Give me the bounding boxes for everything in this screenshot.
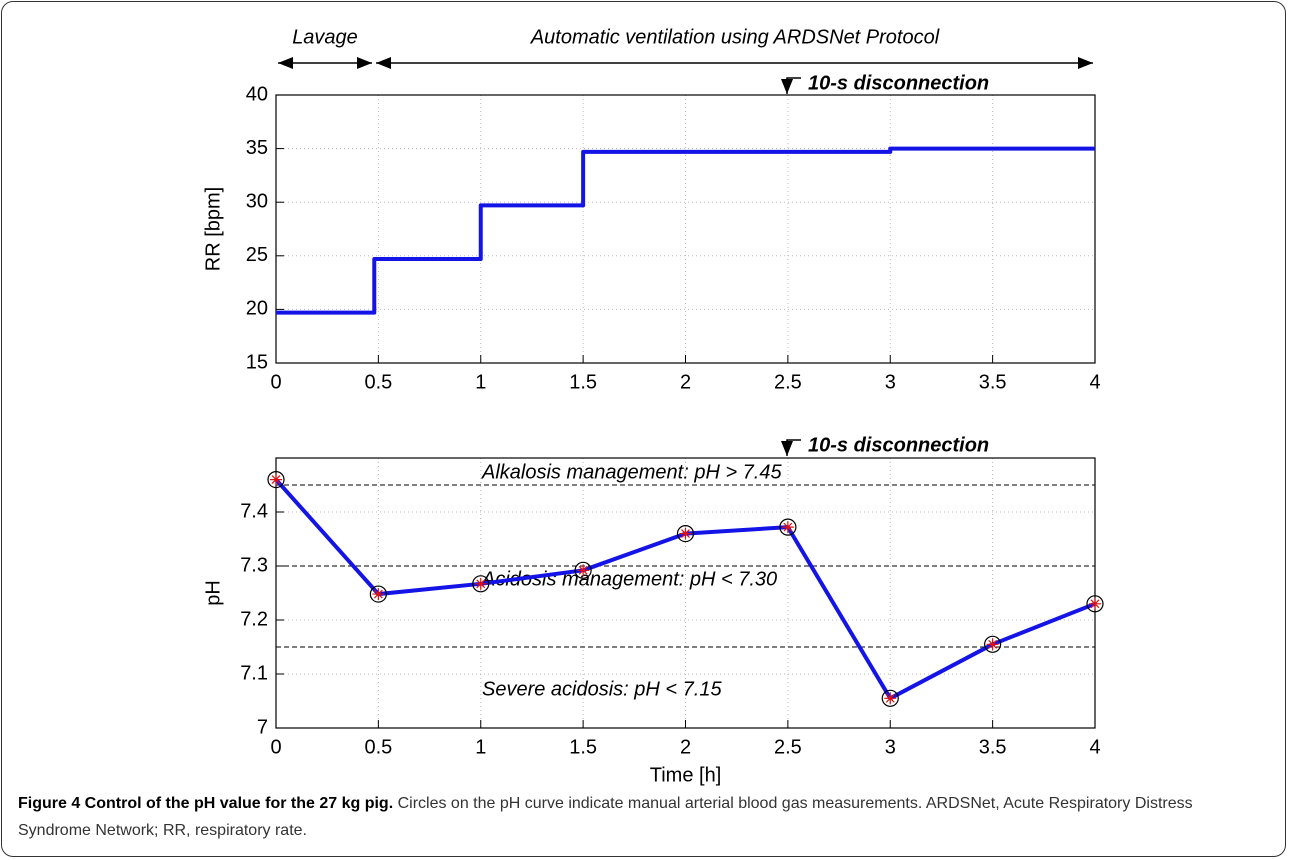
y-tick-label: 40 [246,83,268,105]
x-tick-label: 1.5 [569,371,597,393]
y-tick-label: 7.1 [240,662,268,684]
reference-label: Severe acidosis: pH < 7.15 [482,678,722,700]
y-tick-label: 35 [246,137,268,159]
data-point [676,524,695,543]
y-axis-label: RR [bpm] [202,187,224,271]
x-tick-label: 1.5 [569,736,597,758]
x-tick-label: 2.5 [774,736,802,758]
caption-text: Circles on the pH curve indicate manual … [18,795,1193,839]
data-line [276,146,1095,315]
data-point [779,518,797,536]
annotation: 10-s disconnection [808,72,989,94]
data-point [472,575,490,593]
x-tick-label: 2 [680,371,691,393]
y-tick-label: 20 [246,298,268,320]
data-point [267,471,285,489]
annotation: Automatic ventilation using ARDSNet Prot… [530,26,940,48]
caption-title: Figure 4 Control of the pH value for the… [18,795,394,812]
data-point [369,585,387,603]
x-tick-label: 4 [1089,736,1100,758]
x-tick-label: 3 [885,736,896,758]
annotation: 10-s disconnection [808,434,989,456]
y-tick-label: 7.3 [240,554,268,576]
y-tick-label: 25 [246,244,268,266]
x-tick-label: 2.5 [774,371,802,393]
chart: Lavage Automatic ventilation using ARDSN… [202,26,1104,786]
x-axis-label: Time [h] [650,764,722,786]
y-tick-label: 15 [246,351,268,373]
data-point [574,561,592,579]
caption: Figure 4 Control of the pH value for the… [18,790,1268,844]
x-tick-label: 0 [270,371,281,393]
x-tick-label: 3.5 [979,736,1007,758]
event-arrow [781,77,801,94]
y-tick-label: 30 [246,190,268,212]
plot-frame [275,94,1096,364]
y-tick-label: 7 [257,716,268,738]
data-point [881,689,899,707]
x-tick-label: 1 [475,371,486,393]
y-axis-label: pH [202,580,224,606]
x-tick-label: 0.5 [364,736,392,758]
reference-label: Alkalosis management: pH > 7.45 [481,461,782,483]
data-point [984,635,1002,653]
plot-frame [275,457,1096,729]
y-tick-label: 7.4 [240,500,268,522]
annotation: Lavage [292,26,358,48]
y-tick-label: 7.2 [240,608,268,630]
event-arrow [781,439,801,456]
x-tick-label: 1 [475,736,486,758]
data-point [1086,595,1104,613]
x-tick-label: 4 [1089,371,1100,393]
x-tick-label: 0.5 [364,371,392,393]
x-tick-label: 3 [885,371,896,393]
x-tick-label: 2 [680,736,691,758]
x-tick-label: 3.5 [979,371,1007,393]
x-tick-label: 0 [270,736,281,758]
